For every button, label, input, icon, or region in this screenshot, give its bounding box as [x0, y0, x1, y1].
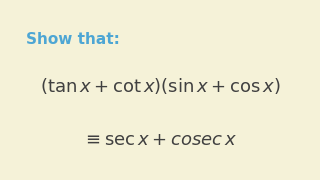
- Text: Show that:: Show that:: [26, 32, 119, 47]
- Text: $\equiv \sec x + \mathit{cosec}\,x$: $\equiv \sec x + \mathit{cosec}\,x$: [83, 131, 237, 149]
- Text: $(\tan x + \cot x)(\sin x + \cos x)$: $(\tan x + \cot x)(\sin x + \cos x)$: [40, 76, 280, 96]
